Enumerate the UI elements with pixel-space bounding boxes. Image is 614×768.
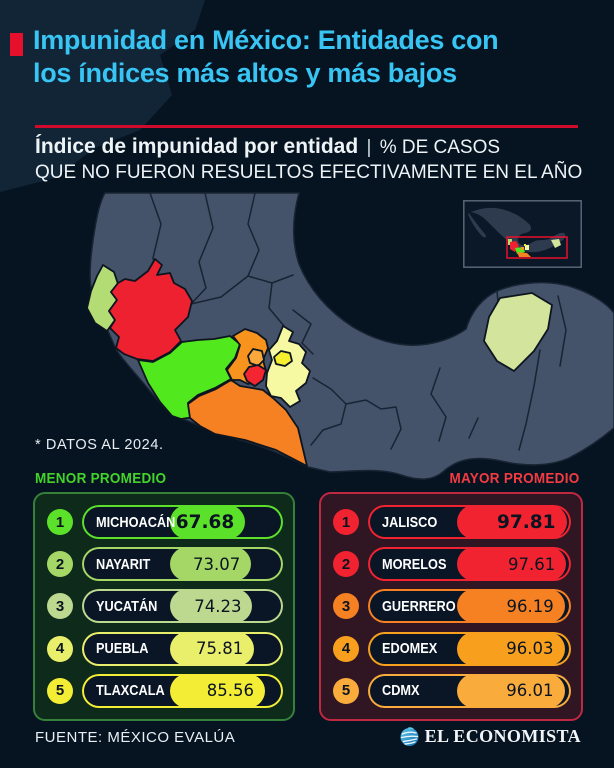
ranking-row: 3 YUCATÁN 74.23 <box>47 589 283 624</box>
state-name: YUCATÁN <box>96 597 158 615</box>
state-tlaxcala <box>273 350 293 367</box>
value-label: 85.56 <box>206 681 255 701</box>
ranking-row: 5 CDMX 96.01 <box>333 673 571 708</box>
state-morelos <box>243 364 267 387</box>
title-line1: Impunidad en México: Entidades con <box>33 25 499 55</box>
value-label: 96.19 <box>506 596 554 616</box>
mayor-promedio-label: MAYOR PROMEDIO <box>448 470 579 487</box>
publisher-name: EL ECONOMISTA <box>424 726 581 746</box>
subtitle-pipe: | <box>366 137 372 158</box>
rank-badge: 3 <box>333 593 359 620</box>
publisher-brand: EL ECONOMISTA <box>399 726 581 747</box>
state-name: PUEBLA <box>96 640 149 658</box>
rank-badge: 1 <box>333 509 359 536</box>
state-pill: GUERRERO 96.19 <box>368 589 571 624</box>
subtitle: Índice de impunidad por entidad | % DE C… <box>35 134 595 185</box>
ranking-row: 5 TLAXCALA 85.56 <box>47 673 283 708</box>
rank-badge: 2 <box>47 551 73 578</box>
state-name: CDMX <box>382 682 420 700</box>
title-line2: los índices más altos y más bajos <box>33 58 457 88</box>
state-puebla <box>265 325 311 408</box>
value-pill: 96.19 <box>457 589 565 624</box>
data-note: * DATOS AL 2024. <box>35 437 164 453</box>
rank-badge: 5 <box>333 677 359 704</box>
value-label: 74.23 <box>194 596 242 616</box>
state-name: MICHOACÁN <box>96 513 176 531</box>
state-pill: PUEBLA 75.81 <box>82 631 283 666</box>
value-label: 97.61 <box>508 554 556 574</box>
state-pill: NAYARIT 73.07 <box>82 547 283 582</box>
rank-badge: 1 <box>47 509 73 536</box>
value-label: 97.81 <box>496 511 556 533</box>
state-name: NAYARIT <box>96 555 151 573</box>
ranking-row: 3 GUERRERO 96.19 <box>333 589 571 624</box>
state-name: EDOMEX <box>382 640 438 658</box>
value-label: 96.01 <box>506 681 554 701</box>
state-pill: MORELOS 97.61 <box>368 547 571 582</box>
menor-promedio-panel: 1 MICHOACÁN 67.68 2 NAYARIT 73.07 3 YUCA… <box>33 492 295 721</box>
state-yucatan <box>483 292 553 372</box>
value-pill: 75.81 <box>170 631 255 666</box>
state-jalisco <box>108 258 193 362</box>
subtitle-tail: % DE CASOS <box>379 137 501 158</box>
ranking-row: 4 PUEBLA 75.81 <box>47 631 283 666</box>
ranking-row: 1 MICHOACÁN 67.68 <box>47 505 283 540</box>
title-accent-square <box>10 33 23 56</box>
state-name: JALISCO <box>382 513 438 531</box>
header-divider-rule <box>35 125 578 128</box>
state-guerrero <box>187 379 308 467</box>
ranking-row: 4 EDOMEX 96.03 <box>333 631 571 666</box>
inset-locator-map <box>463 200 582 268</box>
value-pill: 97.81 <box>457 505 567 540</box>
subtitle-bold: Índice de impunidad por entidad <box>35 135 359 158</box>
rank-badge: 5 <box>47 677 73 704</box>
value-pill: 67.68 <box>170 505 246 540</box>
ranking-row: 2 NAYARIT 73.07 <box>47 547 283 582</box>
rank-badge: 3 <box>47 593 73 620</box>
state-pill: CDMX 96.01 <box>368 673 571 708</box>
value-pill: 97.61 <box>457 547 567 582</box>
header-background-silhouette <box>0 0 205 192</box>
rank-badge: 2 <box>333 551 359 578</box>
state-pill: EDOMEX 96.03 <box>368 631 571 666</box>
source-credit: FUENTE: MÉXICO EVALÚA <box>35 729 236 746</box>
state-pill: JALISCO 97.81 <box>368 505 571 540</box>
state-cdmx <box>247 348 265 367</box>
value-pill: 74.23 <box>170 589 253 624</box>
el-economista-logo-icon <box>400 727 419 746</box>
ranking-row: 1 JALISCO 97.81 <box>333 505 571 540</box>
state-pill: TLAXCALA 85.56 <box>82 673 283 708</box>
value-pill: 73.07 <box>170 547 252 582</box>
menor-promedio-label: MENOR PROMEDIO <box>35 470 167 487</box>
value-label: 73.07 <box>192 554 241 574</box>
page-title: Impunidad en México: Entidades con los í… <box>33 24 598 90</box>
value-pill: 96.01 <box>457 673 565 708</box>
state-name: TLAXCALA <box>96 682 165 700</box>
value-label: 96.03 <box>506 639 554 659</box>
state-pill: MICHOACÁN 67.68 <box>82 505 283 540</box>
rank-badge: 4 <box>333 635 359 662</box>
state-name: GUERRERO <box>382 597 456 615</box>
state-nayarit <box>86 264 119 332</box>
value-pill: 96.03 <box>457 631 565 666</box>
value-label: 75.81 <box>195 639 244 659</box>
mayor-promedio-panel: 1 JALISCO 97.81 2 MORELOS 97.61 3 GUERRE… <box>319 492 583 721</box>
rank-badge: 4 <box>47 635 73 662</box>
state-pill: YUCATÁN 74.23 <box>82 589 283 624</box>
state-name: MORELOS <box>382 555 447 573</box>
state-michoacan <box>137 335 241 420</box>
ranking-row: 2 MORELOS 97.61 <box>333 547 571 582</box>
value-pill: 85.56 <box>170 673 266 708</box>
state-edomex <box>226 328 269 385</box>
subtitle-line2: QUE NO FUERON RESUELTOS EFECTIVAMENTE EN… <box>35 162 583 183</box>
value-label: 67.68 <box>175 511 235 533</box>
